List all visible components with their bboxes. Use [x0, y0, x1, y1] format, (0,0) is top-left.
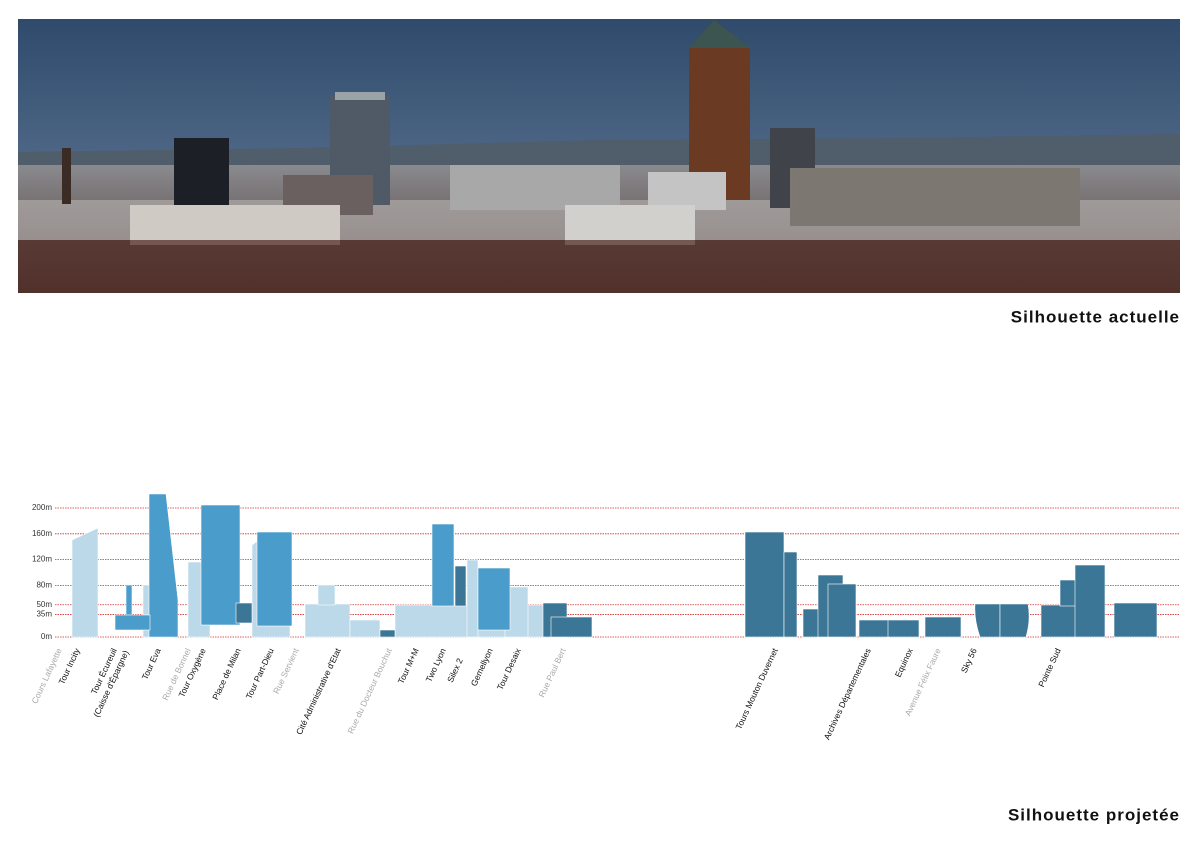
building-label: Equinox — [893, 646, 915, 679]
building-label: Two Lyon — [424, 646, 448, 683]
level-label: 120m — [32, 555, 52, 564]
building-label: Tour Eva — [140, 646, 163, 681]
building-label: Cité Administrative d'Etat — [294, 646, 343, 736]
building-label: Place de Milan — [210, 646, 243, 701]
photo — [18, 19, 1180, 293]
building-label: Pointe Sud — [1036, 646, 1063, 688]
building-label: Tour Part-Dieu — [244, 646, 276, 700]
level-label: 200m — [32, 503, 52, 512]
level-label: 35m — [36, 610, 52, 619]
photo-caption: Silhouette actuelle — [1011, 307, 1180, 326]
building-label: Tours Mouton Duvernet — [733, 646, 780, 731]
level-label: 160m — [32, 529, 52, 538]
building-label: Tour Desaix — [495, 646, 523, 692]
diagram-caption: Silhouette projetée — [1008, 805, 1180, 824]
building-label: Tour M+M — [396, 647, 421, 686]
building-label: Rue Paul Bert — [536, 646, 568, 699]
building-label: Sky 56 — [959, 646, 979, 674]
level-label: 0m — [41, 632, 52, 641]
building-label: Archives Départementales — [822, 647, 873, 742]
level-label: 80m — [36, 581, 52, 590]
building-label: Rue du Docteur Bouchut — [345, 646, 394, 735]
building-label: Silex 2 — [445, 656, 465, 684]
building-label: Rue Servient — [271, 646, 301, 695]
building-label: Gemellyon — [469, 646, 495, 687]
silhouettes — [71, 493, 1158, 638]
level-label: 50m — [36, 600, 52, 609]
